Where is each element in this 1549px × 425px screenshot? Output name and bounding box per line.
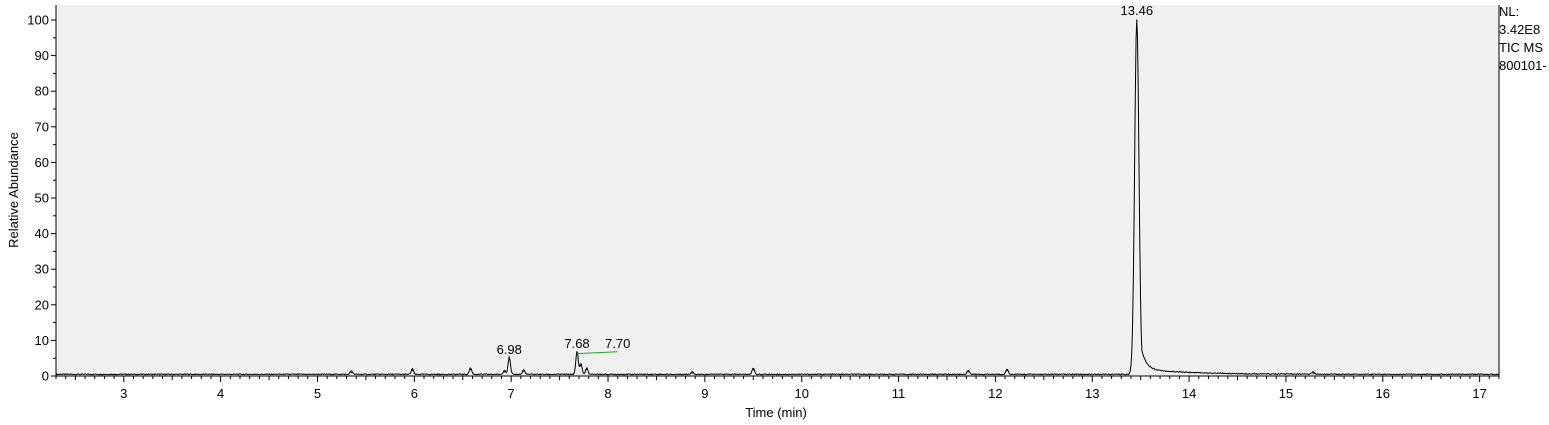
x-tick-label: 14 [1182,386,1196,401]
x-tick-label: 4 [217,386,224,401]
x-tick-label: 13 [1085,386,1099,401]
y-tick-label: 90 [35,48,49,63]
peak-point [503,371,505,373]
tic-trace [55,19,1500,376]
peak-point [523,370,525,372]
peak-point [752,368,754,371]
plot-area [56,5,1499,376]
peak-point [586,368,588,371]
scan-filter: TIC MS [1499,40,1544,55]
x-tick-label: 7 [508,386,515,401]
peak-point [469,368,472,371]
y-tick-label: 0 [42,369,49,384]
y-tick-label: 20 [35,297,49,312]
x-tick-label: 17 [1472,386,1486,401]
normalization-value: 3.42E8 [1499,22,1541,37]
y-axis-title: Relative Abundance [6,132,21,248]
y-tick-label: 30 [35,262,49,277]
y-tick-label: 10 [35,333,49,348]
normalization-label: NL: [1499,4,1520,19]
peak-point [1006,370,1008,372]
y-tick-label: 70 [35,119,49,134]
peak-label: 7.70 [605,336,630,351]
peak-point [691,372,693,374]
y-tick-label: 60 [35,155,49,170]
x-tick-label: 12 [988,386,1002,401]
x-tick-label: 9 [701,386,708,401]
x-tick-label: 8 [604,386,611,401]
x-tick-label: 16 [1376,386,1390,401]
x-tick-label: 10 [794,386,808,401]
y-tick-label: 40 [35,226,49,241]
peak-point [508,358,510,360]
peak-label: 13.46 [1121,3,1154,18]
x-axis-title: Time (min) [745,405,807,420]
file-name: 800101- [1499,58,1547,73]
x-tick-label: 6 [411,386,418,401]
x-tick-label: 5 [314,386,321,401]
y-tick-label: 100 [27,13,49,28]
peak-point [580,364,582,366]
peak-label: 6.98 [497,342,522,357]
x-tick-label: 3 [120,386,127,401]
peak-point [350,371,352,374]
integration-baseline [577,351,618,355]
peak-label: 7.68 [564,336,589,351]
peak-point [967,371,969,373]
y-tick-label: 80 [35,84,49,99]
peak-point [1136,19,1138,21]
peak-point [411,370,413,372]
x-tick-label: 15 [1279,386,1293,401]
peak-point [1312,373,1314,375]
acquisition-info: NL: 3.42E8 TIC MS 800101- [1499,3,1549,75]
y-tick-label: 50 [35,191,49,206]
x-tick-label: 11 [892,386,906,401]
